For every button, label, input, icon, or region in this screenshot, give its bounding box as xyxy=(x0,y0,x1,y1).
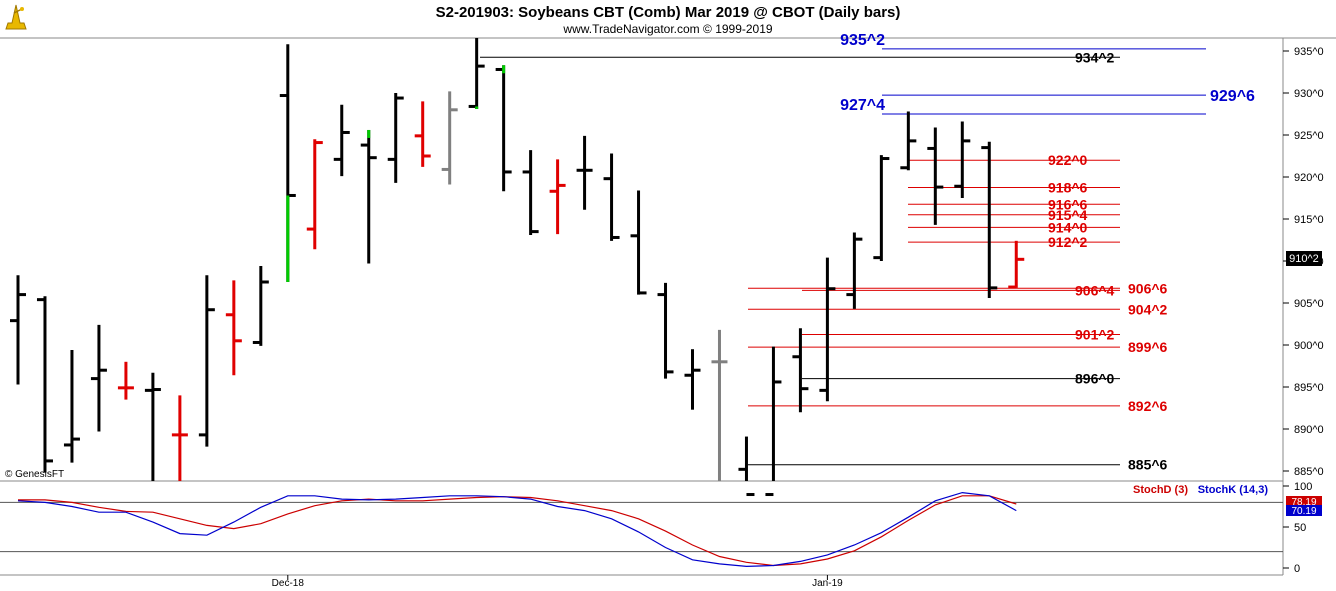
ohlc-bar xyxy=(684,349,701,410)
ohlc-bar xyxy=(360,129,377,264)
legend-stochd: StochD (3) xyxy=(1133,484,1188,496)
ohlc-bar xyxy=(333,104,350,177)
ohlc-bar xyxy=(387,93,404,183)
ohlc-bar xyxy=(468,38,485,109)
ohlc-bar xyxy=(630,190,647,295)
osc-value-label: 78.19 xyxy=(1291,497,1316,508)
price-panel: 885^0890^0895^0900^0905^0910^0915^0920^0… xyxy=(0,32,1336,576)
level-label: 915^4 xyxy=(1048,207,1088,223)
ohlc-bar xyxy=(90,324,107,432)
osc-tick-label: 100 xyxy=(1294,481,1312,493)
y-tick-label: 925^0 xyxy=(1294,130,1324,142)
ohlc-bar xyxy=(306,139,323,250)
ohlc-bar xyxy=(279,44,296,282)
stoch-line xyxy=(18,495,1017,567)
level-label: 914^0 xyxy=(1048,219,1088,235)
ohlc-bar xyxy=(495,65,512,192)
ohlc-bar xyxy=(441,91,458,185)
ohlc-bar xyxy=(792,328,809,413)
y-tick-label: 930^0 xyxy=(1294,88,1324,100)
level-label: 927^4 xyxy=(840,97,885,114)
ohlc-bar xyxy=(819,257,836,402)
ohlc-bar xyxy=(117,361,134,400)
ohlc-bar xyxy=(198,275,215,447)
y-tick-label: 890^0 xyxy=(1294,424,1324,436)
level-label: 906^6 xyxy=(1128,280,1168,296)
level-label: 906^4 xyxy=(1075,282,1115,298)
ohlc-bar xyxy=(144,372,161,481)
ohlc-bar xyxy=(36,296,53,473)
ohlc-bar xyxy=(954,121,971,198)
level-label: 885^6 xyxy=(1128,457,1168,473)
y-tick-label: 885^0 xyxy=(1294,466,1324,478)
level-label: 922^0 xyxy=(1048,152,1088,168)
svg-text:910^2: 910^2 xyxy=(1289,253,1319,265)
y-tick-label: 915^0 xyxy=(1294,214,1324,226)
x-tick-label: Jan-19 xyxy=(812,578,843,589)
level-label: 929^6 xyxy=(1210,88,1255,105)
level-label: 892^6 xyxy=(1128,398,1168,414)
osc-value-tag xyxy=(1286,505,1322,516)
ohlc-bar xyxy=(252,266,269,346)
ohlc-bar xyxy=(225,280,242,376)
chart-title: S2-201903: Soybeans CBT (Comb) Mar 2019 … xyxy=(436,4,901,21)
ohlc-bar xyxy=(657,282,674,379)
ohlc-bar xyxy=(522,150,539,235)
ohlc-bar xyxy=(927,127,944,225)
osc-value-tag xyxy=(1286,496,1322,507)
osc-tick-label: 0 xyxy=(1294,563,1300,575)
level-label: 904^2 xyxy=(1128,301,1168,317)
ohlc-bar xyxy=(981,141,998,298)
last-price-tag: 910^2 xyxy=(1286,251,1322,266)
ohlc-bar xyxy=(738,436,755,497)
ohlc-bar xyxy=(873,155,890,261)
level-label: 934^2 xyxy=(1075,49,1115,65)
osc-value-label: 70.19 xyxy=(1291,506,1316,517)
ohlc-bar xyxy=(1008,240,1025,289)
ohlc-bar xyxy=(711,329,728,481)
legend-stochk: StochK (14,3) xyxy=(1198,484,1269,496)
ohlc-bar xyxy=(576,135,593,210)
level-label: 899^6 xyxy=(1128,339,1168,355)
y-tick-label: 900^0 xyxy=(1294,340,1324,352)
y-tick-label: 895^0 xyxy=(1294,382,1324,394)
ohlc-bar xyxy=(549,159,566,235)
ohlc-bar xyxy=(846,232,863,309)
stoch-line xyxy=(17,491,1017,568)
y-tick-label: 935^0 xyxy=(1294,46,1324,58)
chart-subtitle: www.TradeNavigator.com © 1999-2019 xyxy=(562,22,772,36)
x-axis: Dec-18 Jan-19 xyxy=(272,575,843,589)
level-label: 901^2 xyxy=(1075,327,1115,343)
y-tick-label: 920^0 xyxy=(1294,172,1324,184)
x-tick-label: Dec-18 xyxy=(272,578,305,589)
tradenavigator-logo-icon xyxy=(5,4,27,30)
level-label: 916^6 xyxy=(1048,196,1088,212)
level-label: 935^2 xyxy=(840,32,885,49)
ohlc-bar xyxy=(63,350,80,463)
watermark: © GenesisFT xyxy=(5,469,64,480)
ohlc-bar xyxy=(171,395,188,481)
ohlc-bar xyxy=(414,101,431,167)
level-label: 912^2 xyxy=(1048,234,1088,250)
y-tick-label: 905^0 xyxy=(1294,298,1324,310)
osc-tick-label: 50 xyxy=(1294,522,1306,534)
level-label: 918^6 xyxy=(1048,180,1088,196)
level-label: 896^0 xyxy=(1075,371,1115,387)
ohlc-bar xyxy=(10,275,26,385)
ohlc-bar xyxy=(603,153,620,241)
ohlc-bar xyxy=(765,346,782,497)
ohlc-bar xyxy=(900,111,917,171)
